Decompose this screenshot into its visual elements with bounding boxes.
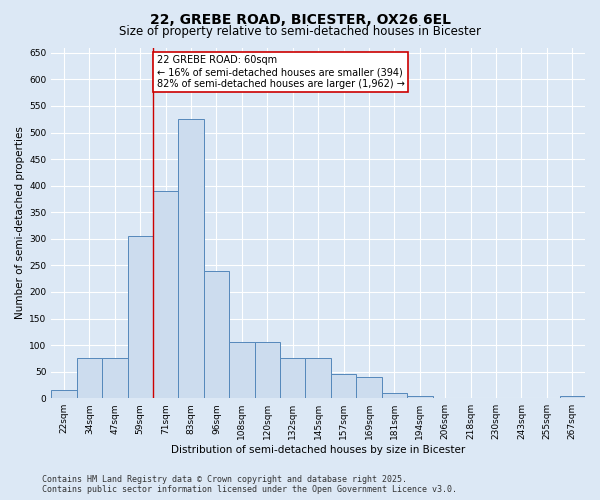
Text: Size of property relative to semi-detached houses in Bicester: Size of property relative to semi-detach…	[119, 25, 481, 38]
Bar	[204, 270, 229, 398]
Bar	[560, 396, 585, 398]
Text: 22, GREBE ROAD, BICESTER, OX26 6EL: 22, GREBE ROAD, BICESTER, OX26 6EL	[149, 12, 451, 26]
Bar	[305, 358, 331, 398]
Bar	[51, 390, 77, 398]
Bar	[407, 396, 433, 398]
Bar	[153, 191, 178, 398]
Text: 22 GREBE ROAD: 60sqm
← 16% of semi-detached houses are smaller (394)
82% of semi: 22 GREBE ROAD: 60sqm ← 16% of semi-detac…	[157, 56, 404, 88]
X-axis label: Distribution of semi-detached houses by size in Bicester: Distribution of semi-detached houses by …	[171, 445, 465, 455]
Bar	[102, 358, 128, 398]
Bar	[229, 342, 254, 398]
Bar	[280, 358, 305, 398]
Bar	[128, 236, 153, 398]
Bar	[382, 393, 407, 398]
Bar	[254, 342, 280, 398]
Text: Contains HM Land Registry data © Crown copyright and database right 2025.
Contai: Contains HM Land Registry data © Crown c…	[42, 474, 457, 494]
Bar	[331, 374, 356, 398]
Bar	[178, 119, 204, 398]
Y-axis label: Number of semi-detached properties: Number of semi-detached properties	[15, 126, 25, 320]
Bar	[356, 377, 382, 398]
Bar	[77, 358, 102, 398]
